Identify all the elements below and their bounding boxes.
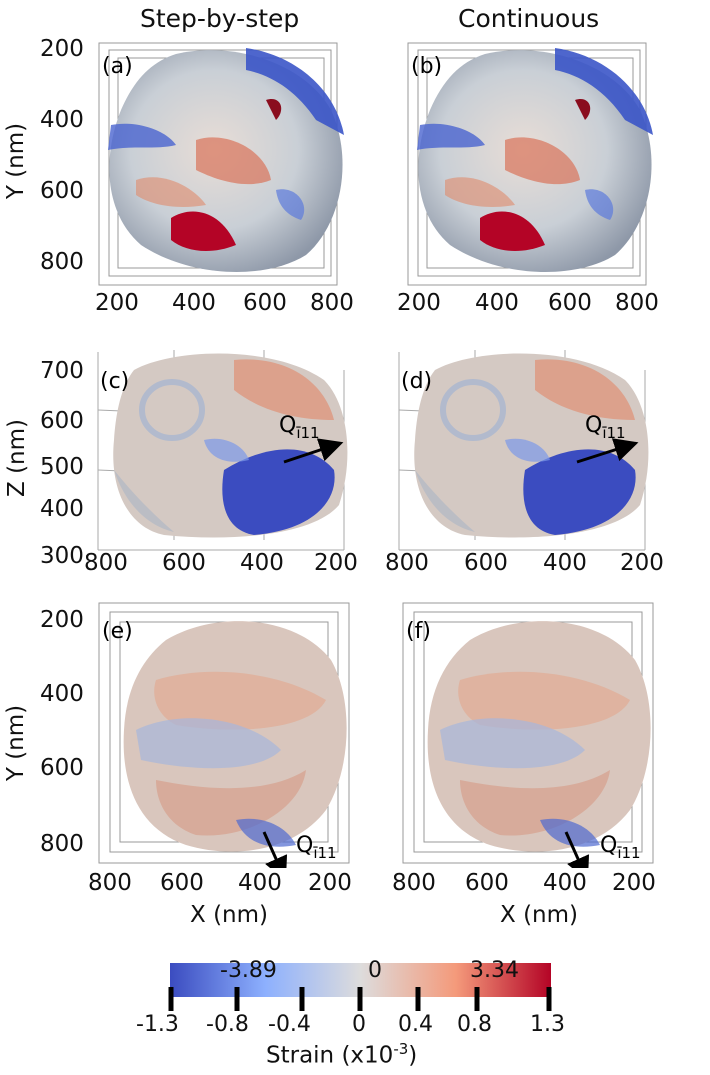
row2-x-tick: 400 — [240, 550, 284, 576]
row2-x-tick: 600 — [162, 550, 206, 576]
row1-y-tick: 400 — [40, 107, 84, 133]
row1-y-tick: 600 — [40, 178, 84, 204]
q-vector-label: Q — [585, 413, 602, 438]
panel-c-label: (c) — [100, 369, 129, 394]
colorbar-tick-label: 1.3 — [530, 1012, 565, 1037]
q-vector-arrow — [564, 831, 590, 868]
q-vector-arrow — [576, 438, 639, 464]
q-vector-arrow — [283, 438, 344, 464]
row3-y-tick: 200 — [40, 607, 84, 633]
panel-b-strain-map: (b) — [407, 42, 653, 286]
panel-d-label: (d) — [401, 369, 432, 394]
colorbar-mid-value: 0 — [368, 958, 382, 983]
colorbar-gradient — [168, 963, 552, 1011]
panel-c-strain-map: (c) Qī11 — [97, 350, 348, 551]
row1-x-tick: 200 — [95, 290, 139, 316]
panel-f-strain-map: (f) Qī11 — [402, 602, 654, 868]
row3-y-axis-label: Y (nm) — [3, 704, 30, 782]
colorbar-tick-label: -0.4 — [268, 1012, 311, 1037]
row1-y-tick: 200 — [40, 36, 84, 62]
colorbar-tick-label: 0 — [352, 1012, 366, 1037]
row2-x-tick: 200 — [314, 550, 358, 576]
colorbar-label-exponent: -3 — [393, 1040, 409, 1058]
row3-y-tick: 400 — [40, 681, 84, 707]
colorbar-tick-label: 0.4 — [398, 1012, 433, 1037]
row3-x-tick: 600 — [465, 870, 509, 896]
row3-x-axis-label: X (nm) — [190, 902, 268, 928]
colorbar-tick-label: 0.8 — [457, 1012, 492, 1037]
colorbar-tick-label: -0.8 — [206, 1012, 249, 1037]
colorbar-tick-label: -1.3 — [136, 1012, 179, 1037]
q-vector-arrow — [262, 831, 288, 868]
row2-y-axis-label: Z (nm) — [4, 419, 30, 497]
row2-y-tick: 600 — [40, 408, 84, 434]
svg-text:Qī11: Qī11 — [279, 413, 320, 442]
q-vector-subscript: ī11 — [601, 424, 625, 442]
row3-x-tick: 200 — [612, 870, 656, 896]
row2-x-tick: 800 — [84, 550, 128, 576]
panel-b-label: (b) — [411, 54, 442, 79]
row2-y-tick: 400 — [40, 496, 84, 522]
row1-x-tick: 400 — [172, 290, 216, 316]
row2-y-tick: 700 — [40, 358, 84, 384]
svg-text:Qī11: Qī11 — [296, 833, 337, 862]
colorbar-label-close: ) — [408, 1042, 418, 1069]
colorbar-label: Strain (x10-3) — [266, 1040, 417, 1069]
right-column-title: Continuous — [458, 4, 600, 33]
row3-y-tick: 800 — [40, 831, 84, 857]
row2-x-tick: 800 — [385, 550, 429, 576]
panel-d-strain-map: (d) Qī11 — [398, 350, 649, 551]
colorbar: -3.89 0 3.34 -1.3 -0.8 -0.4 0 0.4 0.8 1.… — [0, 955, 710, 1075]
q-vector-label: Q — [296, 833, 313, 858]
q-vector-label: Q — [600, 833, 617, 858]
panel-f-label: (f) — [406, 619, 431, 644]
row1-x-tick: 400 — [475, 290, 519, 316]
colorbar-label-text: Strain (x10 — [266, 1042, 394, 1069]
row2-y-tick: 300 — [40, 543, 84, 569]
row2-x-tick: 400 — [543, 550, 587, 576]
svg-text:Qī11: Qī11 — [600, 833, 641, 862]
row1-x-tick: 600 — [548, 290, 592, 316]
row2-y-tick: 500 — [40, 454, 84, 480]
row1-x-tick: 800 — [310, 290, 354, 316]
svg-text:Qī11: Qī11 — [585, 413, 626, 442]
row2-x-tick: 200 — [620, 550, 664, 576]
row1-y-tick: 800 — [40, 249, 84, 275]
panel-e-label: (e) — [102, 619, 133, 644]
row3-x-tick: 400 — [238, 870, 282, 896]
q-vector-subscript: ī11 — [312, 844, 336, 862]
row3-x-tick: 800 — [88, 870, 132, 896]
q-vector-subscript: ī11 — [616, 844, 640, 862]
row1-y-axis-label: Y (nm) — [3, 122, 30, 200]
row1-x-tick: 200 — [397, 290, 441, 316]
row3-x-tick: 800 — [392, 870, 436, 896]
row3-x-tick: 400 — [543, 870, 587, 896]
colorbar-min-value: -3.89 — [220, 958, 277, 983]
row2-x-tick: 600 — [464, 550, 508, 576]
panel-a-strain-map: (a) — [98, 42, 344, 286]
row3-x-tick: 600 — [160, 870, 204, 896]
q-vector-subscript: ī11 — [295, 424, 319, 442]
left-column-title: Step-by-step — [140, 4, 300, 33]
panel-a-label: (a) — [102, 54, 133, 79]
colorbar-max-value: 3.34 — [470, 958, 519, 983]
row1-x-tick: 800 — [615, 290, 659, 316]
row1-x-tick: 600 — [243, 290, 287, 316]
row3-x-axis-label: X (nm) — [500, 902, 578, 928]
panel-e-strain-map: (e) Qī11 — [98, 602, 350, 868]
row3-x-tick: 200 — [308, 870, 352, 896]
q-vector-label: Q — [279, 413, 296, 438]
row3-y-tick: 600 — [40, 755, 84, 781]
